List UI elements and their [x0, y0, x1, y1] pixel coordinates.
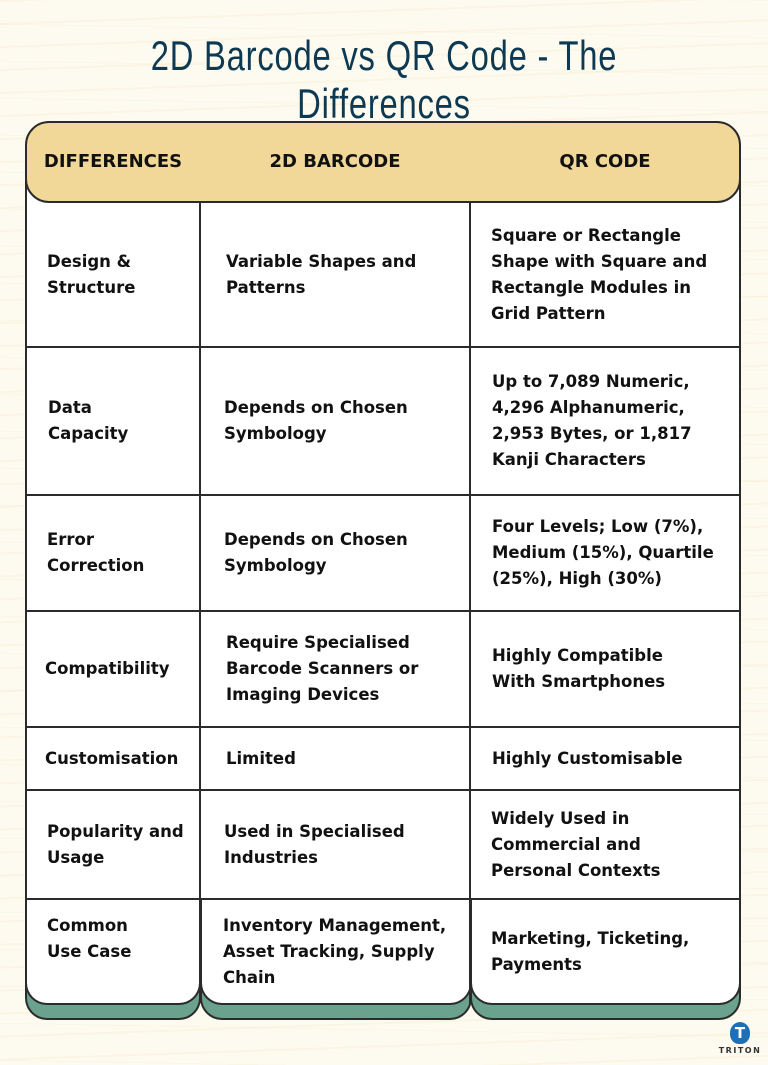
feature-cell: Design & Structure [47, 251, 136, 297]
bottom-cell-col1 [25, 900, 201, 1005]
row-divider [25, 726, 741, 728]
header-qr-code: QR CODE [559, 151, 651, 172]
feature-cell: Data Capacity [48, 398, 129, 443]
barcode-cell: Require Specialised Barcode Scanners or … [226, 633, 419, 704]
feature-cell: Compatibility [45, 659, 170, 678]
feature-cell: Popularity and Usage [47, 821, 184, 867]
table-header: DIFFERENCES 2D BARCODE QR CODE [25, 121, 741, 203]
barcode-cell: Variable Shapes and Patterns [226, 251, 417, 297]
row-divider [25, 789, 741, 791]
qr-cell: Widely Used in Commercial and Personal C… [491, 808, 661, 880]
barcode-cell: Used in Specialised Industries [224, 821, 405, 867]
column-divider [469, 203, 471, 1003]
row-divider [25, 898, 741, 900]
feature-cell: Error Correction [47, 530, 145, 575]
qr-cell: Four Levels; Low (7%), Medium (15%), Qua… [492, 517, 714, 588]
feature-cell: Customisation [45, 748, 179, 768]
page-title: 2D Barcode vs QR Code - The Differences [150, 32, 618, 127]
row-divider [25, 610, 741, 612]
row-divider [25, 346, 741, 348]
barcode-cell: Limited [226, 748, 296, 768]
header-2d-barcode: 2D BARCODE [269, 151, 401, 172]
qr-cell: Marketing, Ticketing, Payments [491, 929, 690, 974]
qr-cell: Up to 7,089 Numeric, 4,296 Alphanumeric,… [492, 372, 692, 469]
feature-cell: Common Use Case [47, 916, 132, 961]
logo-name: TRITON [718, 1046, 762, 1055]
triton-t-icon: T [730, 1022, 750, 1044]
bottom-cell-col3 [470, 900, 741, 1005]
barcode-cell: Depends on Chosen Symbology [224, 398, 408, 443]
qr-cell: Square or Rectangle Shape with Square an… [491, 225, 708, 323]
comparison-table [25, 180, 741, 975]
qr-cell: Highly Customisable [492, 748, 683, 768]
triton-logo: T TRITON [718, 1022, 762, 1055]
qr-cell: Highly Compatible With Smartphones [492, 646, 666, 691]
barcode-cell: Depends on Chosen Symbology [224, 530, 408, 575]
column-divider [199, 203, 201, 1003]
row-divider [25, 494, 741, 496]
barcode-cell: Inventory Management, Asset Tracking, Su… [223, 916, 447, 987]
header-differences: DIFFERENCES [43, 151, 183, 172]
